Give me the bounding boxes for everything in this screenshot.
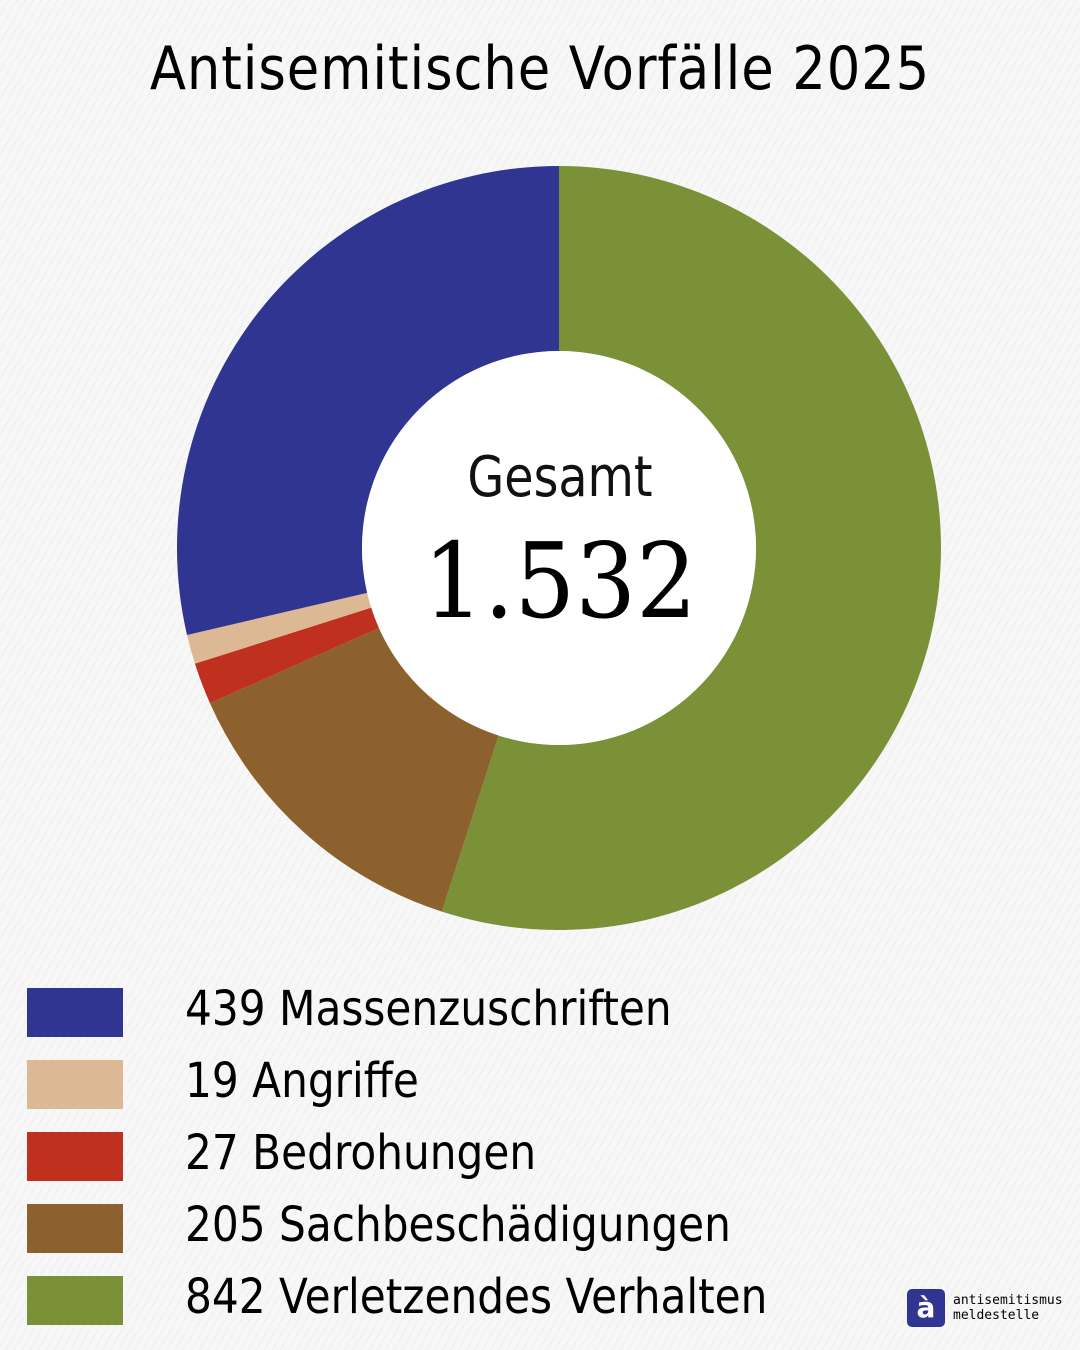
- legend-label: 842 Verletzendes Verhalten: [185, 1269, 768, 1325]
- legend-label: 439 Massenzuschriften: [185, 981, 672, 1037]
- chart-title: Antisemitische Vorfälle 2025: [149, 34, 931, 104]
- legend-swatch: [27, 1276, 123, 1325]
- legend-swatch: [27, 988, 123, 1037]
- donut-hole: [362, 351, 756, 745]
- legend-swatch: [27, 1060, 123, 1109]
- logo-icon: à: [907, 1289, 945, 1327]
- logo-line-2: meldestelle: [953, 1308, 1040, 1323]
- logo-line-1: antisemitismus: [953, 1293, 1063, 1308]
- donut-chart: [176, 166, 941, 930]
- legend-swatch: [27, 1132, 123, 1181]
- donut-segment: [441, 166, 941, 930]
- total-label: Gesamt: [467, 445, 653, 510]
- donut-segment: [209, 628, 499, 912]
- donut-segment: [187, 592, 372, 664]
- logo-text: antisemitismus meldestelle: [953, 1293, 1063, 1323]
- legend-label: 19 Angriffe: [185, 1053, 419, 1109]
- donut-segment: [194, 607, 379, 704]
- legend-label: 27 Bedrohungen: [185, 1125, 537, 1181]
- organization-logo: à antisemitismus meldestelle: [907, 1289, 1063, 1327]
- legend-swatch: [27, 1204, 123, 1253]
- total-value: 1.532: [423, 520, 697, 642]
- legend-label: 205 Sachbeschädigungen: [185, 1197, 731, 1253]
- donut-segment: [176, 166, 559, 635]
